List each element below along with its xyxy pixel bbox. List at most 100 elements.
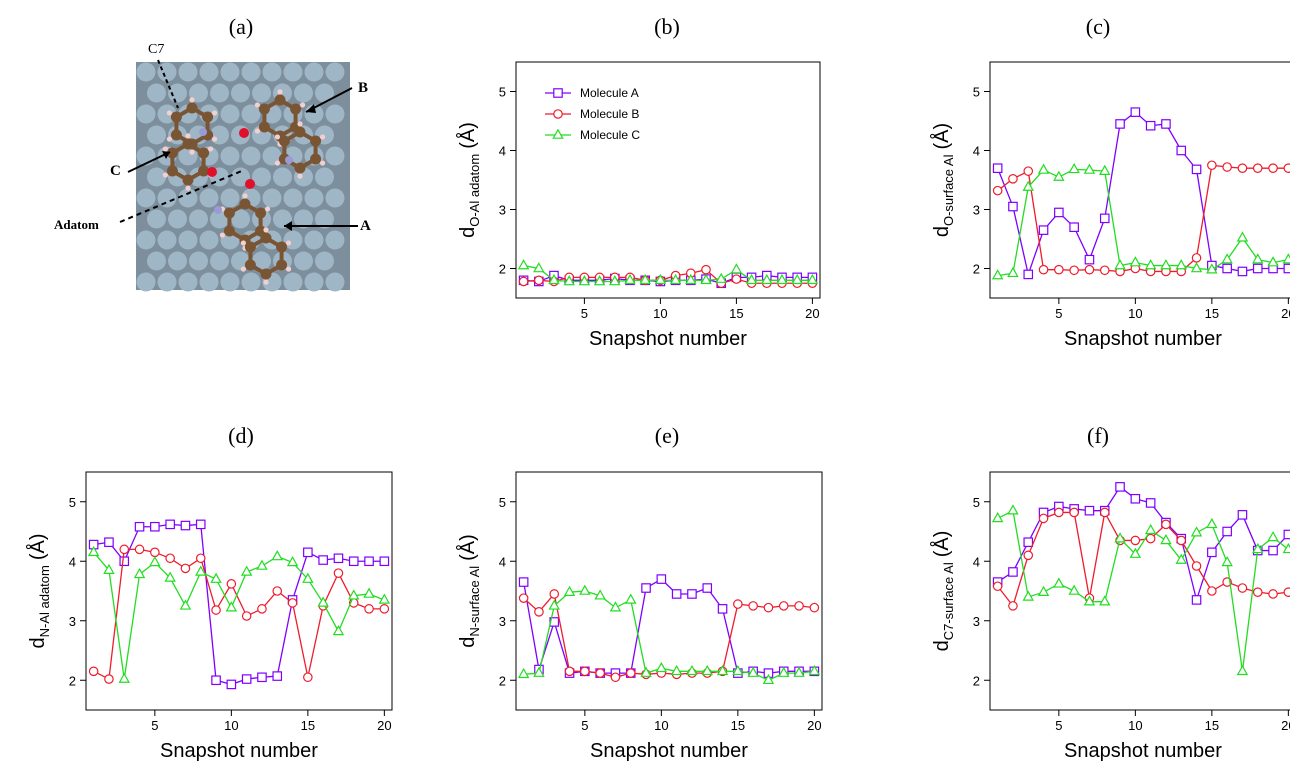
data-point (1008, 567, 1018, 577)
data-point (701, 264, 711, 275)
data-point (534, 275, 544, 286)
data-point (1221, 253, 1233, 264)
plot-frame (989, 471, 1290, 711)
data-point (1222, 263, 1232, 274)
series-line (997, 111, 1289, 277)
data-point (1175, 553, 1187, 564)
data-point (761, 273, 773, 285)
data-point (103, 563, 115, 574)
hydrogen-atom (320, 160, 326, 166)
series-molecule-b (992, 507, 1290, 611)
y-tick-label: 5 (499, 85, 506, 100)
carbon-atom (310, 153, 322, 165)
legend-label: Molecule B (580, 107, 639, 121)
data-point (1190, 262, 1203, 273)
panel-label-e: (e) (654, 423, 680, 448)
al-atom (157, 62, 177, 82)
data-point (134, 521, 145, 532)
al-atom (220, 62, 240, 82)
legend-marker (553, 109, 563, 119)
data-point (180, 520, 191, 531)
data-point (1190, 526, 1203, 537)
data-point (1176, 535, 1187, 546)
data-point (685, 273, 697, 285)
al-atom (168, 209, 187, 229)
data-point (1283, 163, 1290, 173)
data-point (991, 269, 1004, 280)
y-tick-label: 3 (973, 203, 980, 218)
y-tick-label: 3 (973, 614, 980, 629)
data-point (1037, 585, 1050, 596)
carbon-atom (198, 165, 210, 177)
carbon-atom (290, 103, 302, 115)
carbon-atom (244, 259, 256, 271)
al-atom (304, 272, 324, 292)
data-point (687, 589, 697, 599)
data-point (364, 556, 374, 567)
data-point (1022, 180, 1034, 191)
carbon-atom (239, 198, 251, 210)
al-atom (168, 83, 187, 103)
data-point (518, 276, 529, 287)
data-point (1008, 174, 1018, 184)
data-point (303, 672, 313, 683)
data-point (1252, 163, 1263, 173)
carbon-atom (258, 121, 270, 133)
data-point (625, 668, 636, 678)
data-point (364, 604, 374, 614)
data-point (1054, 507, 1064, 518)
data-point (1022, 590, 1034, 601)
data-point (1130, 535, 1141, 546)
data-point (1053, 170, 1065, 181)
al-atom (325, 146, 345, 166)
data-point (747, 666, 759, 677)
data-point (579, 584, 591, 595)
data-point (317, 596, 329, 607)
carbon-atom (186, 102, 198, 114)
al-atom (304, 188, 324, 208)
data-point (164, 571, 176, 582)
data-point (701, 664, 713, 676)
data-point (1207, 547, 1217, 558)
data-point (670, 664, 683, 676)
al-atom (315, 167, 334, 187)
data-point (1068, 584, 1080, 595)
legend-marker (553, 88, 563, 98)
hydrogen-atom (286, 240, 292, 246)
al-atom (262, 62, 282, 82)
panel-label-a: (a) (228, 14, 254, 39)
data-point (641, 583, 651, 593)
oxygen-atom (239, 128, 249, 138)
data-point (518, 593, 529, 603)
data-point (1129, 547, 1142, 558)
y-tick-label: 5 (499, 495, 506, 510)
series-molecule-b (88, 544, 390, 684)
x-axis-label: Snapshot number (1064, 740, 1222, 762)
al-atom (283, 62, 303, 82)
al-atom (252, 251, 271, 271)
al-atom (178, 272, 198, 292)
series-molecule-c (87, 545, 391, 683)
panel-label-c: (c) (1085, 14, 1111, 39)
hydrogen-atom (274, 160, 280, 166)
carbon-atom (294, 162, 306, 174)
data-point (1252, 263, 1263, 274)
y-tick-label: 4 (973, 144, 980, 159)
y-tick-label: 2 (973, 673, 980, 688)
data-point (1145, 120, 1156, 131)
x-tick-label: 20 (805, 306, 819, 321)
data-point (1084, 505, 1095, 516)
carbon-atom (182, 174, 194, 186)
data-point (1023, 166, 1034, 176)
data-point (745, 273, 758, 285)
data-point (624, 273, 636, 285)
data-point (119, 556, 130, 567)
data-point (256, 559, 268, 570)
data-point (1069, 222, 1079, 232)
data-point (669, 273, 682, 285)
series-molecule-b (992, 160, 1290, 277)
x-axis-label: Snapshot number (1064, 328, 1222, 350)
hydrogen-atom (162, 146, 168, 152)
hydrogen-atom (240, 266, 246, 272)
